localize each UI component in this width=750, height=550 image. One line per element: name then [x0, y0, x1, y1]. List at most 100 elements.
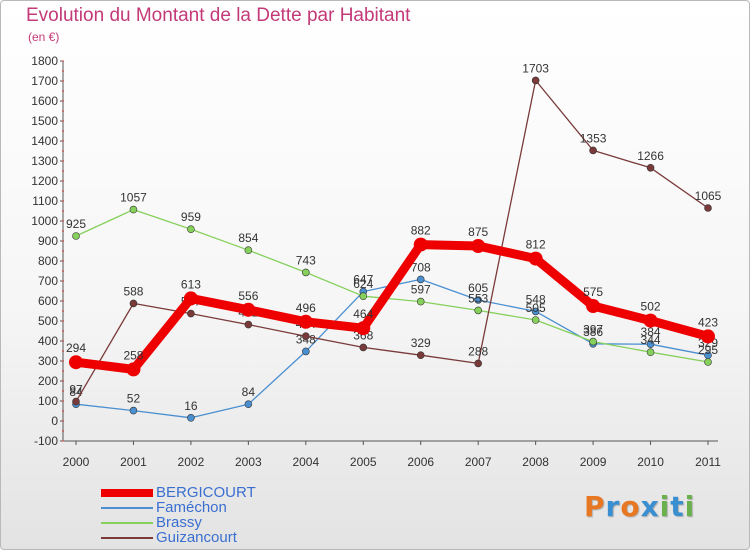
- legend-label-guizancourt: Guizancourt: [156, 529, 237, 546]
- data-label-guizancourt: 329: [411, 336, 431, 350]
- data-label-guizancourt: 97: [69, 383, 83, 397]
- y-tick-label: 1500: [31, 114, 58, 128]
- y-tick-label: 1200: [31, 174, 58, 188]
- data-point-bergicourt: [701, 329, 715, 344]
- legend-label-brassy: Brassy: [156, 514, 202, 531]
- data-label-guizancourt: 1703: [522, 61, 549, 75]
- data-point-guizancourt: [72, 397, 80, 406]
- y-tick-label: 1600: [31, 94, 58, 108]
- x-tick-label: 2005: [350, 455, 377, 469]
- y-tick-label: 1100: [32, 194, 58, 208]
- data-label-brassy: 624: [353, 277, 373, 291]
- data-label-brassy: 959: [181, 210, 201, 224]
- data-point-famechon: [244, 400, 253, 409]
- y-tick-label: -100: [34, 434, 58, 448]
- data-label-brassy: 295: [698, 343, 718, 357]
- legend-swatch-brassy: [101, 522, 153, 524]
- chart-subtitle: (en €): [28, 30, 60, 44]
- data-point-famechon: [416, 275, 425, 284]
- data-label-bergicourt: 613: [181, 277, 201, 291]
- x-tick-label: 2011: [695, 455, 721, 469]
- data-label-bergicourt: 423: [698, 315, 718, 329]
- data-point-bergicourt: [413, 237, 428, 252]
- data-label-brassy: 344: [641, 333, 661, 347]
- data-point-brassy: [704, 358, 712, 366]
- data-label-famechon: 384: [641, 325, 661, 339]
- x-tick-label: 2001: [120, 455, 147, 469]
- y-tick-label: 800: [38, 254, 58, 268]
- data-point-brassy: [359, 292, 368, 301]
- legend-swatch-guizancourt: [101, 537, 153, 539]
- y-tick-label: 600: [38, 294, 58, 308]
- data-label-bergicourt: 556: [238, 289, 258, 303]
- data-point-brassy: [474, 306, 482, 315]
- data-label-guizancourt: 588: [123, 284, 143, 298]
- data-label-guizancourt: 1353: [580, 131, 607, 145]
- data-label-bergicourt: 812: [526, 238, 546, 252]
- data-point-bergicourt: [126, 362, 141, 377]
- data-label-bergicourt: 882: [411, 224, 431, 238]
- data-label-brassy: 1057: [120, 191, 147, 205]
- data-point-famechon: [646, 340, 655, 349]
- data-point-bergicourt: [643, 313, 658, 328]
- data-label-brassy: 553: [468, 291, 488, 305]
- data-point-guizancourt: [244, 320, 253, 329]
- data-label-brassy: 743: [296, 253, 316, 267]
- data-point-brassy: [244, 246, 253, 254]
- data-label-brassy: 925: [66, 217, 86, 231]
- data-point-guizancourt: [531, 76, 540, 85]
- chart-title: Evolution du Montant de la Dette par Hab…: [26, 5, 411, 26]
- data-point-bergicourt: [528, 251, 543, 266]
- y-tick-label: 700: [38, 274, 58, 288]
- y-tick-label: 1400: [31, 134, 58, 148]
- data-label-famechon: 84: [242, 385, 256, 399]
- data-label-brassy: 854: [238, 231, 258, 245]
- x-tick-label: 2006: [407, 455, 434, 469]
- legend-swatch-famechon: [101, 507, 153, 509]
- data-label-guizancourt: 1266: [637, 149, 664, 163]
- x-tick-label: 2003: [235, 455, 262, 469]
- data-point-famechon: [129, 406, 138, 415]
- legend-label-bergicourt: BERGICOURT: [156, 484, 256, 501]
- series-line-brassy: [75, 208, 709, 363]
- y-tick-label: 500: [38, 314, 58, 328]
- series-line-guizancourt: [75, 79, 709, 403]
- series-line-bergicourt: [71, 240, 713, 374]
- y-tick-label: 200: [38, 374, 58, 388]
- data-point-guizancourt: [646, 164, 655, 172]
- data-point-brassy: [416, 297, 425, 306]
- data-point-guizancourt: [704, 204, 712, 212]
- data-label-bergicourt: 258: [123, 348, 143, 362]
- data-label-bergicourt: 575: [583, 285, 603, 299]
- series-line-famechon: [75, 278, 709, 419]
- y-tick-label: 1300: [31, 154, 58, 168]
- logo-letter: x: [640, 490, 660, 523]
- data-label-famechon: 16: [184, 399, 198, 413]
- data-point-brassy: [187, 225, 195, 233]
- data-point-bergicourt: [241, 302, 256, 317]
- data-point-guizancourt: [359, 343, 368, 352]
- data-point-bergicourt: [471, 239, 486, 253]
- data-label-bergicourt: 464: [353, 307, 373, 321]
- data-label-bergicourt: 502: [641, 300, 661, 314]
- data-point-famechon: [531, 307, 540, 316]
- x-tick-label: 2009: [580, 455, 607, 469]
- data-point-bergicourt: [298, 314, 313, 329]
- y-tick-label: 100: [38, 394, 58, 408]
- data-point-brassy: [302, 268, 310, 277]
- data-label-guizancourt: 288: [468, 344, 488, 358]
- logo-letter: t: [670, 490, 685, 523]
- data-point-brassy: [129, 205, 138, 214]
- data-point-guizancourt: [589, 146, 597, 155]
- data-point-bergicourt: [69, 355, 83, 370]
- y-tick-label: 1800: [31, 54, 58, 68]
- data-label-bergicourt: 496: [296, 301, 316, 315]
- x-tick-label: 2010: [637, 455, 664, 469]
- data-label-famechon: 386: [583, 325, 603, 339]
- y-tick-label: 1000: [31, 214, 58, 228]
- data-point-guizancourt: [416, 351, 425, 360]
- data-label-brassy: 397: [583, 323, 603, 337]
- legend-label-famechon: Faméchon: [156, 499, 227, 516]
- legend-swatch-bergicourt: [101, 489, 153, 497]
